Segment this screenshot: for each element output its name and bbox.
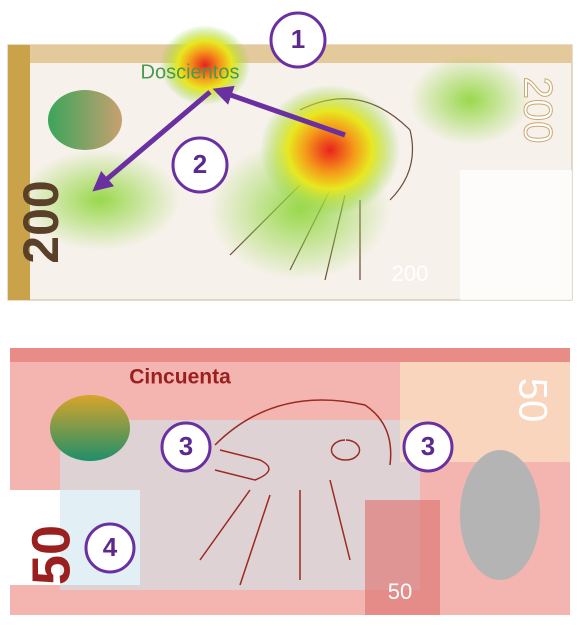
marker-circle (402, 421, 454, 473)
numeral: 200 (392, 261, 429, 286)
marker-label: 3 (179, 431, 193, 461)
note-word: Cincuenta (129, 366, 231, 389)
panel (365, 500, 440, 615)
oval (50, 395, 130, 461)
grey-oval (460, 450, 540, 580)
marker-label: 3 (421, 431, 435, 461)
marker-label: 4 (103, 532, 118, 562)
marker-circle (171, 136, 229, 194)
marker-circle (84, 522, 136, 574)
panel (460, 170, 572, 300)
oval (48, 90, 122, 150)
marker-circle (160, 421, 212, 473)
band (10, 348, 570, 362)
note-50: Cincuenta 50 50 50 (10, 348, 570, 615)
marker-circle (269, 11, 327, 69)
marker-label: 1 (291, 24, 305, 54)
numeral: 50 (510, 378, 554, 423)
note-word: Doscientos (141, 61, 240, 83)
strip (8, 45, 30, 300)
heat-blob (260, 85, 400, 215)
markers: 1 2 3 3 4 (84, 11, 454, 574)
numeral: 50 (21, 525, 81, 585)
arrow (212, 85, 346, 138)
note-200: Doscientos 200 200 200 (7, 25, 573, 301)
numeral: 50 (388, 579, 412, 604)
heat-blob (20, 150, 180, 250)
marker-label: 2 (193, 149, 207, 179)
eagle-sketch (199, 399, 392, 586)
heat-blob (410, 55, 530, 145)
arrow (92, 90, 212, 192)
numeral: 200 (13, 180, 69, 263)
numeral: 200 (515, 77, 559, 144)
heat-blob (160, 25, 250, 105)
